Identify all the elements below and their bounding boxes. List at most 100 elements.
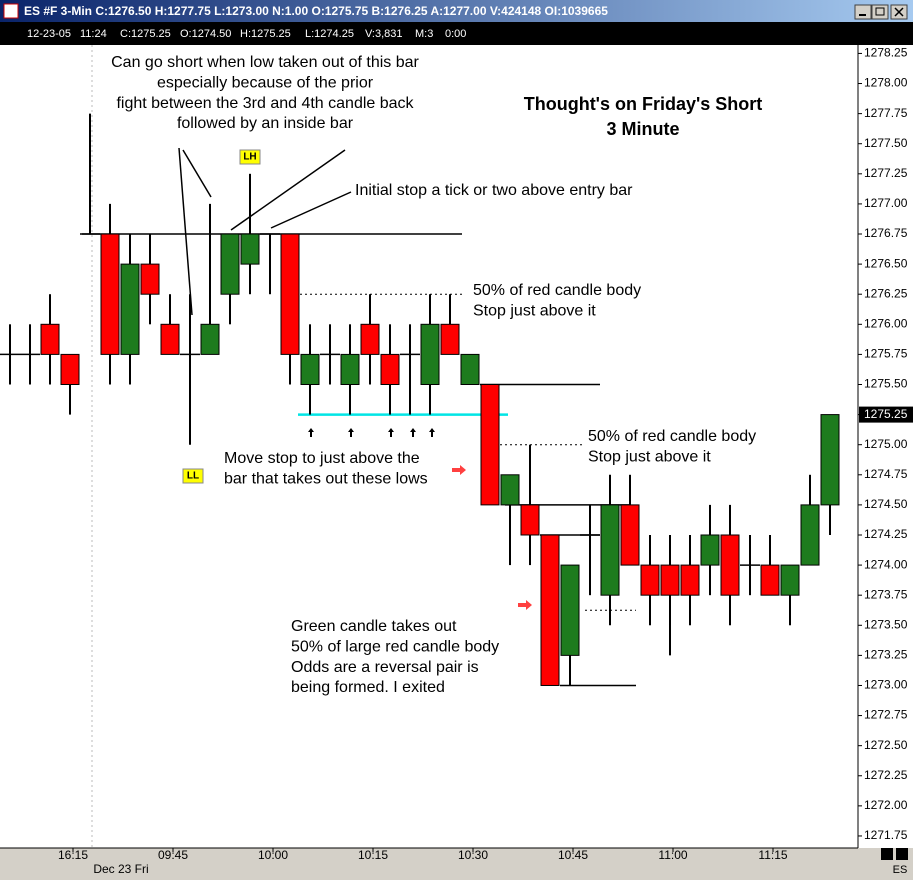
info-field: C:1275.25 [120, 28, 171, 40]
candle-body [460, 353, 480, 385]
y-tick-label: 1275.75 [864, 347, 908, 361]
y-tick-label: 1273.50 [864, 617, 908, 631]
candle-body [680, 564, 700, 596]
candle-body [420, 323, 440, 385]
scroll-icon[interactable] [896, 848, 908, 860]
x-tick-label: 10:30 [458, 848, 488, 862]
info-field: 12-23-05 [27, 28, 71, 40]
y-tick-label: 1273.25 [864, 648, 908, 662]
annotation: Stop just above it [588, 449, 711, 466]
y-tick-label: 1272.50 [864, 738, 908, 752]
maximize-icon [875, 7, 885, 16]
info-field: 0:00 [445, 28, 466, 40]
info-field: V:3,831 [365, 28, 403, 40]
candle-body [700, 534, 720, 566]
candle-body [660, 564, 680, 596]
last-price-label: 1275.25 [864, 407, 908, 421]
annotation: especially because of the prior [157, 75, 374, 92]
minimize-button[interactable] [854, 4, 872, 20]
chart-title: Thought's on Friday's Short [524, 94, 763, 114]
candle-body [340, 353, 360, 385]
close-icon [894, 7, 904, 17]
y-tick-label: 1277.00 [864, 196, 908, 210]
y-tick-label: 1272.75 [864, 708, 908, 722]
title-bar [0, 0, 913, 22]
maximize-button[interactable] [871, 4, 889, 20]
candle-body [800, 504, 820, 566]
y-tick-label: 1274.50 [864, 497, 908, 511]
y-tick-label: 1277.50 [864, 136, 908, 150]
y-tick-label: 1275.50 [864, 377, 908, 391]
candle-body [100, 233, 120, 355]
candle-body [520, 504, 540, 536]
annotation: Move stop to just above the [224, 450, 420, 467]
candle-body [600, 504, 620, 596]
candle-body [640, 564, 660, 596]
y-tick-label: 1278.25 [864, 46, 908, 60]
candle-body [560, 564, 580, 656]
info-field: 11:24 [80, 28, 107, 40]
annotation: Initial stop a tick or two above entry b… [355, 182, 633, 199]
y-tick-label: 1272.25 [864, 768, 908, 782]
candle-body [140, 263, 160, 295]
annotation: bar that takes out these lows [224, 471, 428, 488]
y-tick-label: 1277.25 [864, 166, 908, 180]
info-field: H:1275.25 [240, 28, 291, 40]
info-field: O:1274.50 [180, 28, 231, 40]
info-field: M:3 [415, 28, 433, 40]
y-tick-label: 1272.00 [864, 798, 908, 812]
last-price-tag [859, 406, 913, 423]
price-axis [858, 45, 913, 848]
x-tick-label: 10:00 [258, 848, 288, 862]
candle-body [60, 353, 80, 385]
y-tick-label: 1273.75 [864, 587, 908, 601]
candle-body [200, 323, 220, 355]
candle-body [300, 353, 320, 385]
marker-label: LL [187, 471, 199, 482]
candle-body [240, 233, 260, 265]
candle-body [720, 534, 740, 596]
x-tick-label: 10:15 [358, 848, 388, 862]
annotation: 50% of large red candle body [291, 639, 499, 656]
y-tick-label: 1271.75 [864, 828, 908, 842]
window-buttons[interactable] [854, 4, 908, 20]
annotation: Green candle takes out [291, 618, 457, 635]
marker-label: LH [243, 152, 256, 163]
plot-area [0, 45, 858, 848]
y-tick-label: 1273.00 [864, 678, 908, 692]
date-label: Dec 23 Fri [93, 862, 148, 876]
y-tick-label: 1278.00 [864, 76, 908, 90]
candle-body [760, 564, 780, 596]
entry-arrows [452, 465, 532, 610]
symbol-label: ES [893, 864, 908, 876]
candle-body [40, 323, 60, 355]
scroll-icon[interactable] [881, 848, 893, 860]
annotation: fight between the 3rd and 4th candle bac… [116, 95, 414, 112]
y-tick-label: 1274.75 [864, 467, 908, 481]
x-tick-label: 11:00 [658, 848, 687, 862]
y-tick-label: 1277.75 [864, 106, 908, 120]
y-tick-label: 1276.50 [864, 256, 908, 270]
x-tick-label: 11:15 [758, 848, 787, 862]
candle-body [620, 504, 640, 566]
annotation: 50% of red candle body [588, 428, 756, 445]
x-tick-label: 10:45 [558, 848, 588, 862]
candle-body [820, 414, 840, 506]
app-icon [3, 3, 19, 19]
annotation: 50% of red candle body [473, 282, 641, 299]
window-title: ES #F 3-Min C:1276.50 H:1277.75 L:1273.0… [24, 4, 608, 18]
candle-body [480, 383, 500, 506]
candle-body [780, 564, 800, 596]
candle-body [540, 534, 560, 686]
annotation: followed by an inside bar [177, 115, 354, 132]
y-tick-label: 1274.25 [864, 527, 908, 541]
x-tick-label: 09:45 [158, 848, 188, 862]
chart-subtitle: 3 Minute [606, 119, 679, 139]
candle-body [500, 474, 520, 506]
marker-box [239, 149, 261, 165]
annotation: Stop just above it [473, 303, 596, 320]
annotation: being formed. I exited [291, 679, 445, 696]
annotation: Can go short when low taken out of this … [111, 54, 419, 71]
up-arrows [308, 428, 435, 437]
